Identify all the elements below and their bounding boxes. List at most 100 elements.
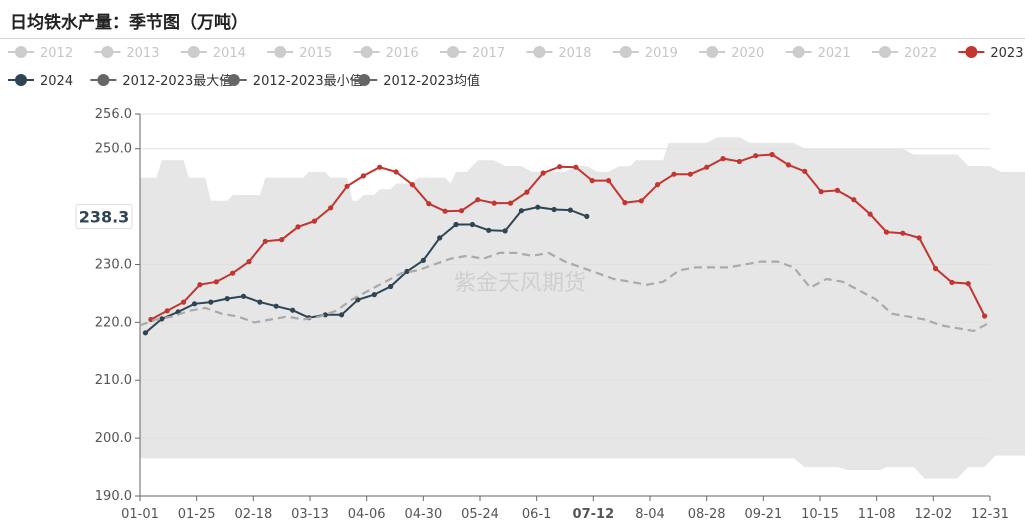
series-point-2024-25 <box>551 206 557 213</box>
series-point-2023-36 <box>736 158 743 165</box>
legend-label-2017[interactable]: 2017 <box>472 46 505 61</box>
legend-label-2018[interactable]: 2018 <box>558 46 591 61</box>
legend-label-2019[interactable]: 2019 <box>645 46 678 61</box>
legend-marker-2012[interactable] <box>15 46 27 58</box>
legend-label-2021[interactable]: 2021 <box>818 46 851 61</box>
series-point-2023-5 <box>230 270 236 276</box>
series-point-2023-27 <box>589 178 595 184</box>
x-tick-label-05-24: 05-24 <box>461 507 499 522</box>
series-point-2024-19 <box>453 221 459 228</box>
legend-label-2015[interactable]: 2015 <box>299 46 332 61</box>
x-tick-label-8-04: 8-04 <box>635 507 665 522</box>
series-point-2023-20 <box>475 197 481 203</box>
series-point-2023-19 <box>458 208 465 214</box>
y-tick-label-220: 220.0 <box>95 315 132 330</box>
legend-marker-2017[interactable] <box>447 46 459 58</box>
series-point-2024-14 <box>371 292 377 298</box>
series-point-2023-45 <box>883 229 890 235</box>
series-point-2023-17 <box>426 201 432 207</box>
legend-marker-2014[interactable] <box>187 46 200 58</box>
watermark: 紫金天风期货 <box>454 271 586 296</box>
range-band <box>140 137 1025 479</box>
y-tick-label-250: 250.0 <box>95 142 132 157</box>
x-tick-label-08-28: 08-28 <box>688 507 726 522</box>
legend-label-2012[interactable]: 2012 <box>40 46 73 61</box>
legend-label-2024[interactable]: 2024 <box>40 74 73 89</box>
series-point-2023-31 <box>655 182 661 188</box>
x-tick-label-12-31: 12-31 <box>971 507 1009 522</box>
y-tick-label-200: 200.0 <box>95 431 132 446</box>
legend-label-2012-2023均值[interactable]: 2012-2023均值 <box>383 73 480 89</box>
series-point-2024-3 <box>191 301 198 307</box>
legend-marker-2022[interactable] <box>879 46 891 58</box>
series-point-2023-18 <box>442 208 448 214</box>
x-tick-label-03-13: 03-13 <box>291 507 329 522</box>
series-point-2023-21 <box>491 200 497 206</box>
series-point-2023-38 <box>769 151 775 158</box>
series-point-2024-9 <box>290 307 296 313</box>
x-tick-label-06-1: 06-1 <box>522 507 552 522</box>
series-point-2023-37 <box>753 153 759 159</box>
series-point-2024-16 <box>404 268 410 274</box>
series-point-2023-4 <box>213 279 219 285</box>
series-point-2023-35 <box>720 156 726 162</box>
series-point-2023-51 <box>982 313 988 319</box>
legend-label-2022[interactable]: 2022 <box>904 46 937 61</box>
legend-marker-2018[interactable] <box>533 46 546 58</box>
legend-marker-2012-2023最大值[interactable] <box>97 74 110 86</box>
legend-marker-2024[interactable] <box>15 74 27 86</box>
series-point-2023-50 <box>965 281 971 287</box>
series-point-2024-0 <box>142 330 148 336</box>
series-point-2023-15 <box>393 169 399 175</box>
legend-marker-2012-2023均值[interactable] <box>358 74 371 86</box>
series-point-2024-23 <box>518 208 525 214</box>
y-tick-label-256: 256.0 <box>95 107 132 122</box>
legend-label-2012-2023最小值[interactable]: 2012-2023最小值 <box>253 73 363 89</box>
series-line-2012-2023均值 <box>139 251 991 333</box>
legend-marker-2023[interactable] <box>965 46 978 58</box>
legend-label-2014[interactable]: 2014 <box>213 46 246 61</box>
series-point-2024-8 <box>273 303 279 309</box>
series-point-2024-21 <box>486 227 492 233</box>
x-tick-label-01-01: 01-01 <box>121 507 159 522</box>
legend-marker-2015[interactable] <box>274 46 287 58</box>
series-point-2023-42 <box>834 187 841 193</box>
legend-label-2012-2023最大值[interactable]: 2012-2023最大值 <box>122 73 232 89</box>
series-point-2023-16 <box>409 182 415 188</box>
series-point-2023-2 <box>181 299 187 305</box>
legend-label-2013[interactable]: 2013 <box>126 46 159 61</box>
series-point-2024-6 <box>240 293 247 299</box>
series-point-2023-33 <box>687 171 693 177</box>
series-point-2023-48 <box>932 265 939 272</box>
series-point-2023-23 <box>524 189 530 195</box>
series-line-2024 <box>144 206 588 334</box>
legend-label-2023[interactable]: 2023 <box>990 46 1023 61</box>
series-point-2023-29 <box>622 200 628 206</box>
series-point-2023-39 <box>785 162 792 168</box>
legend-marker-2019[interactable] <box>619 46 632 58</box>
series-point-2024-12 <box>339 312 345 318</box>
x-tick-label-09-21: 09-21 <box>744 507 782 522</box>
series-point-2024-1 <box>159 316 165 322</box>
series-point-2023-28 <box>606 178 612 184</box>
series-point-2023-11 <box>328 205 334 211</box>
series-point-2023-3 <box>197 282 203 288</box>
legend-marker-2020[interactable] <box>706 46 719 58</box>
series-point-2023-10 <box>311 218 317 224</box>
series-point-2023-1 <box>164 308 170 314</box>
x-tick-label-01-25: 01-25 <box>178 507 216 522</box>
series-point-2023-9 <box>295 224 301 230</box>
legend-marker-2012-2023最小值[interactable] <box>227 74 240 86</box>
series-point-2023-22 <box>507 200 514 206</box>
legend-marker-2021[interactable] <box>792 46 805 58</box>
current-value-box <box>75 203 133 229</box>
x-tick-label-02-18: 02-18 <box>234 507 272 522</box>
legend-label-2016[interactable]: 2016 <box>386 46 419 61</box>
legend-marker-2016[interactable] <box>360 46 373 58</box>
series-point-2024-4 <box>208 299 214 305</box>
y-tick-label-190: 190.0 <box>95 489 132 504</box>
series-point-2023-30 <box>638 198 644 204</box>
legend-label-2020[interactable]: 2020 <box>731 46 764 61</box>
legend-marker-2013[interactable] <box>101 46 114 58</box>
